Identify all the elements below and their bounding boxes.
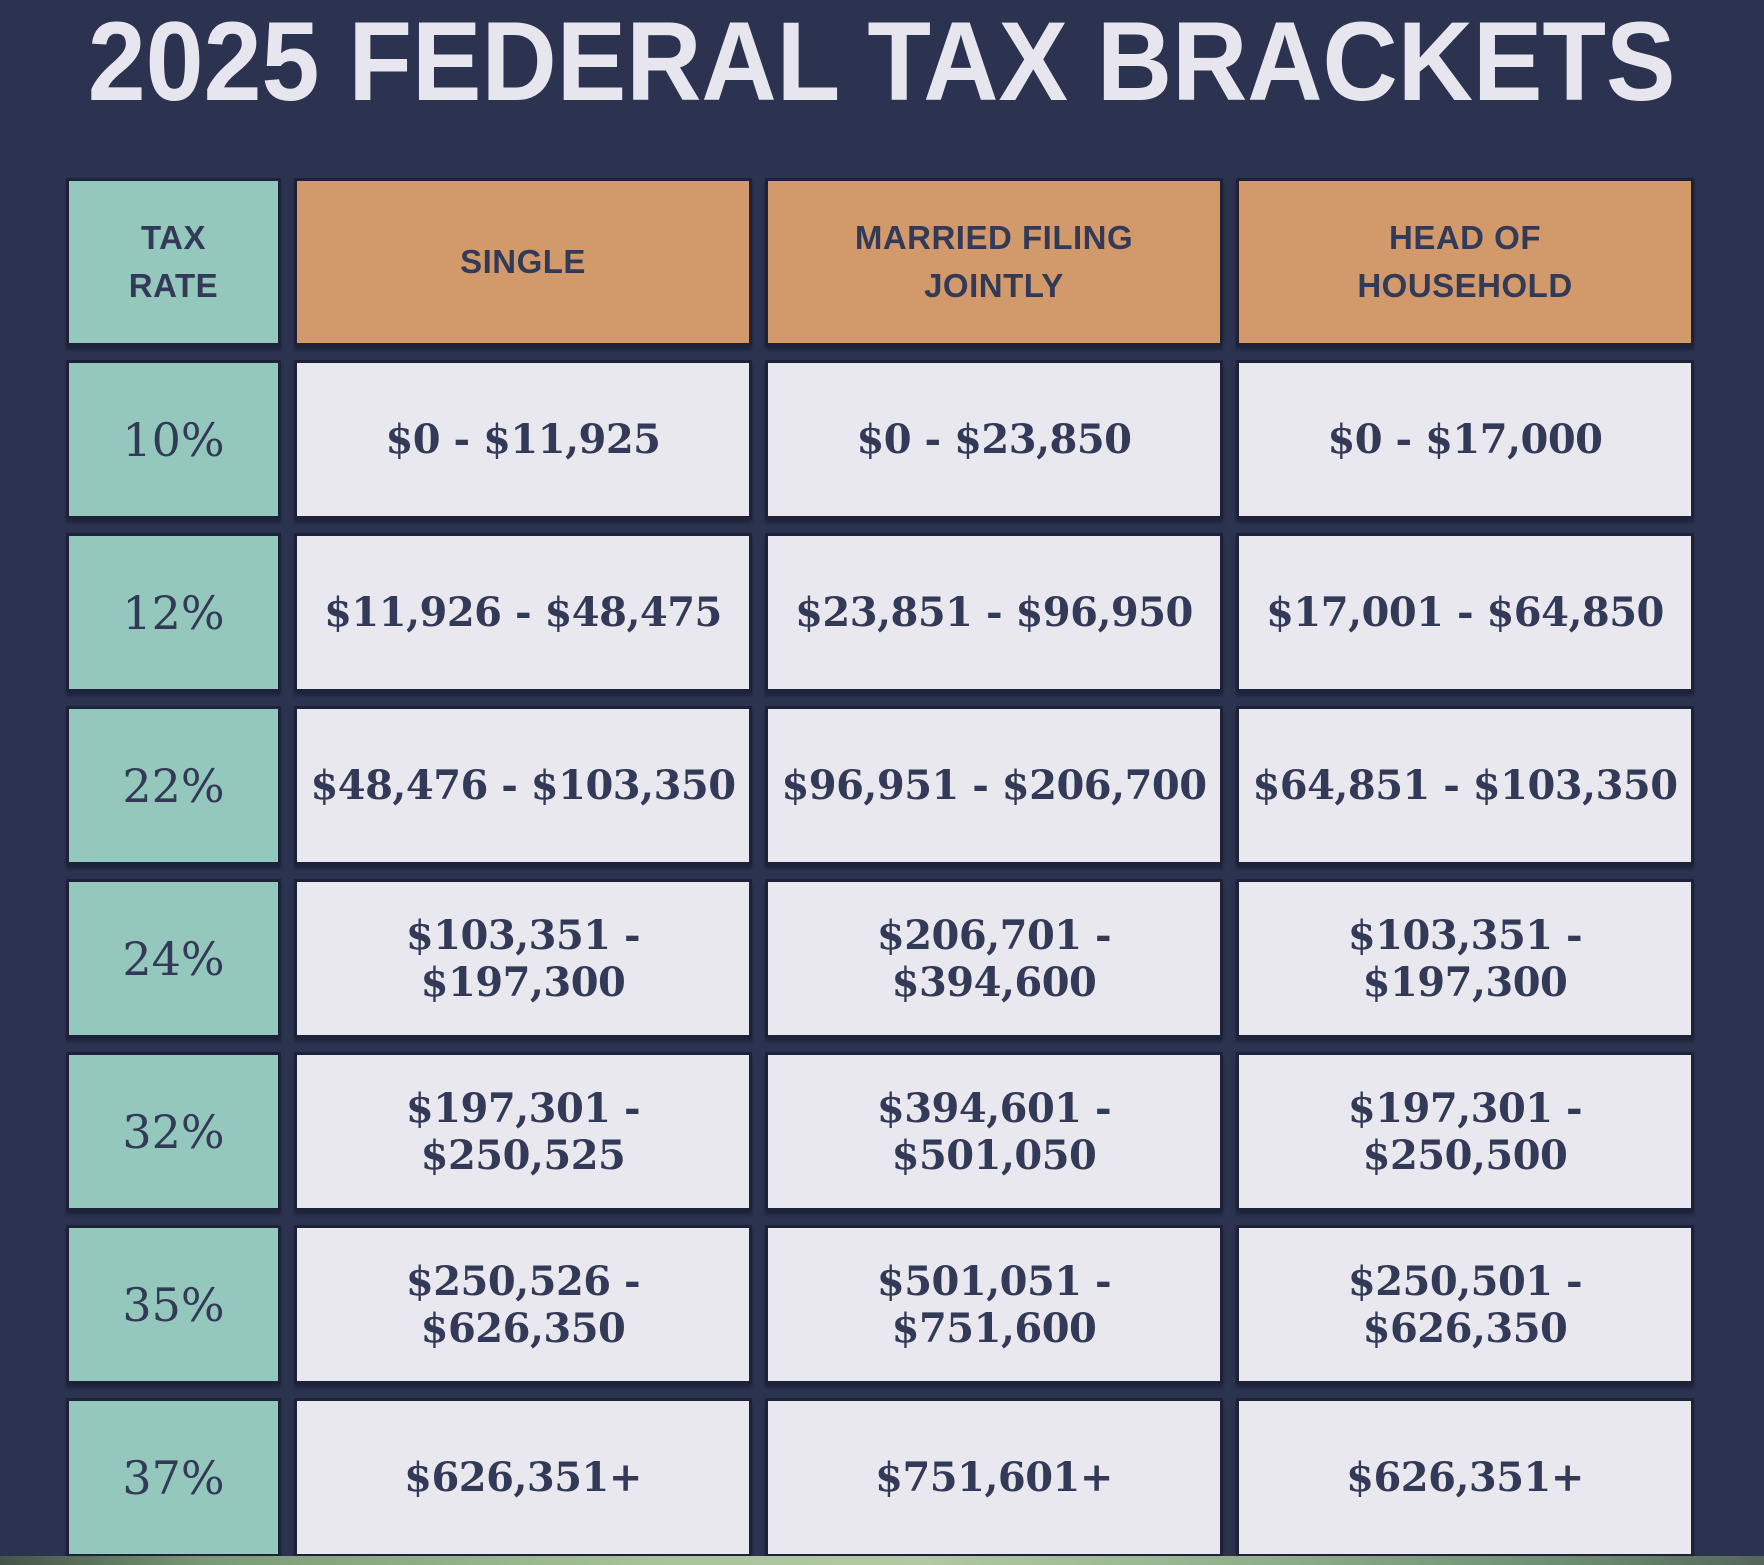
head-bracket-cell: $103,351 - $197,300 bbox=[1236, 879, 1694, 1038]
single-bracket-cell: $0 - $11,925 bbox=[294, 360, 752, 519]
married-bracket-cell: $751,601+ bbox=[765, 1398, 1223, 1557]
bottom-photo-edge bbox=[0, 1556, 1764, 1565]
tax-rate-cell: 10% bbox=[66, 360, 281, 519]
tax-rate-cell: 37% bbox=[66, 1398, 281, 1557]
married-bracket-cell: $206,701 - $394,600 bbox=[765, 879, 1223, 1038]
head-bracket-cell: $64,851 - $103,350 bbox=[1236, 706, 1694, 865]
header-cell-married-filing-jointly: MARRIED FILING JOINTLY bbox=[765, 178, 1223, 346]
single-bracket-cell: $48,476 - $103,350 bbox=[294, 706, 752, 865]
single-bracket-cell: $11,926 - $48,475 bbox=[294, 533, 752, 692]
head-bracket-cell: $250,501 - $626,350 bbox=[1236, 1225, 1694, 1384]
head-bracket-cell: $17,001 - $64,850 bbox=[1236, 533, 1694, 692]
single-bracket-cell: $197,301 - $250,525 bbox=[294, 1052, 752, 1211]
married-bracket-cell: $23,851 - $96,950 bbox=[765, 533, 1223, 692]
tax-rate-cell: 22% bbox=[66, 706, 281, 865]
header-label-tax-rate: TAX RATE bbox=[128, 219, 219, 304]
single-bracket-cell: $626,351+ bbox=[294, 1398, 752, 1557]
married-bracket-cell: $394,601 - $501,050 bbox=[765, 1052, 1223, 1211]
tax-brackets-table: TAX RATE SINGLE MARRIED FILING JOINTLY H… bbox=[66, 178, 1694, 1557]
tax-rate-cell: 32% bbox=[66, 1052, 281, 1211]
header-cell-head-of-household: HEAD OF HOUSEHOLD bbox=[1236, 178, 1694, 346]
header-label-married-filing-jointly: MARRIED FILING JOINTLY bbox=[854, 219, 1134, 304]
tax-rate-cell: 24% bbox=[66, 879, 281, 1038]
head-bracket-cell: $197,301 - $250,500 bbox=[1236, 1052, 1694, 1211]
header-cell-single: SINGLE bbox=[294, 178, 752, 346]
married-bracket-cell: $0 - $23,850 bbox=[765, 360, 1223, 519]
married-bracket-cell: $96,951 - $206,700 bbox=[765, 706, 1223, 865]
page-title: 2025 FEDERAL TAX BRACKETS bbox=[0, 6, 1764, 118]
tax-rate-cell: 12% bbox=[66, 533, 281, 692]
single-bracket-cell: $250,526 - $626,350 bbox=[294, 1225, 752, 1384]
page-title-text: 2025 FEDERAL TAX BRACKETS bbox=[88, 0, 1676, 124]
single-bracket-cell: $103,351 - $197,300 bbox=[294, 879, 752, 1038]
married-bracket-cell: $501,051 - $751,600 bbox=[765, 1225, 1223, 1384]
header-label-head-of-household: HEAD OF HOUSEHOLD bbox=[1357, 219, 1573, 304]
head-bracket-cell: $626,351+ bbox=[1236, 1398, 1694, 1557]
head-bracket-cell: $0 - $17,000 bbox=[1236, 360, 1694, 519]
header-cell-tax-rate: TAX RATE bbox=[66, 178, 281, 346]
header-label-single: SINGLE bbox=[460, 243, 586, 281]
tax-rate-cell: 35% bbox=[66, 1225, 281, 1384]
